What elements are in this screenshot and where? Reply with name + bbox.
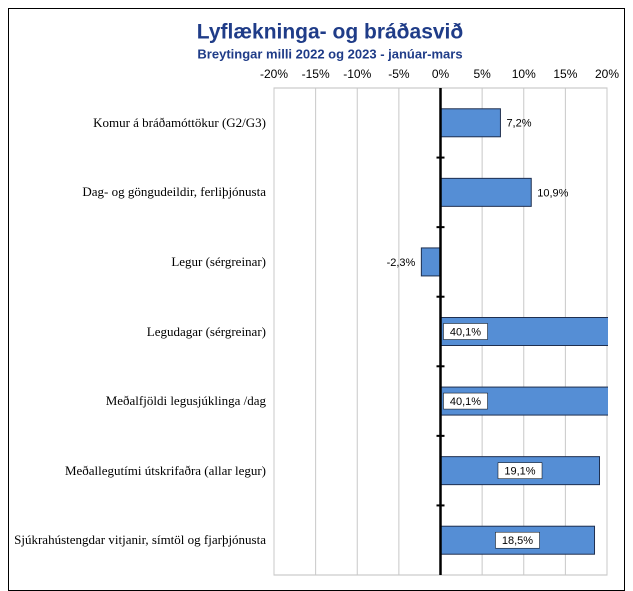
- x-tick-label: 20%: [595, 67, 619, 81]
- category-label: Komur á bráðamóttökur (G2/G3): [93, 114, 266, 130]
- value-label-box: [443, 323, 488, 340]
- category-label-box: Meðalfjöldi legusjúklinga /dag: [105, 393, 266, 409]
- value-label: 18,5%: [502, 535, 533, 547]
- x-tick-label: -10%: [343, 67, 371, 81]
- value-label-box: [495, 531, 540, 549]
- value-label: 10,9%: [537, 187, 568, 199]
- bar: [420, 247, 442, 277]
- category-label: Meðalfjöldi legusjúklinga /dag: [105, 393, 266, 409]
- value-label-box: [497, 462, 543, 479]
- value-label: 19,1%: [504, 466, 535, 478]
- category-label: Legur (sérgreinar): [171, 253, 266, 269]
- category-label-box: Legur (sérgreinar): [171, 253, 266, 269]
- bar: [440, 108, 501, 138]
- x-tick-label: 5%: [473, 67, 491, 81]
- x-tick-label: -5%: [388, 67, 410, 81]
- chart-subtitle: Breytingar milli 2022 og 2023 - janúar-m…: [197, 46, 462, 61]
- value-label: 40,1%: [450, 326, 481, 338]
- category-label: Meðallegutími útskrifaðra (allar legur): [64, 462, 266, 478]
- category-label: Dag- og göngudeildir, ferliþjónusta: [82, 184, 266, 200]
- category-label-box: Komur á bráðamóttökur (G2/G3): [93, 114, 266, 130]
- category-label: Legudagar (sérgreinar): [146, 323, 266, 339]
- x-tick-label: 15%: [553, 67, 577, 81]
- x-tick-label: 10%: [512, 67, 536, 81]
- category-label: Sjúkrahústengdar vitjanir, símtöl og fja…: [14, 532, 266, 548]
- chart-title: Lyflækninga- og bráðasvið: [197, 21, 463, 44]
- category-label-box: Sjúkrahústengdar vitjanir, símtöl og fja…: [14, 532, 266, 548]
- x-tick-label: -15%: [302, 67, 330, 81]
- bar: [440, 177, 532, 207]
- value-label: 40,1%: [450, 396, 481, 408]
- value-label: -2,3%: [387, 257, 416, 269]
- value-label: 7,2%: [506, 118, 531, 130]
- category-label-box: Dag- og göngudeildir, ferliþjónusta: [82, 184, 266, 200]
- value-label-box: [443, 392, 488, 410]
- x-tick-label: 0%: [432, 67, 450, 81]
- category-label-box: Meðallegutími útskrifaðra (allar legur): [64, 462, 266, 478]
- category-label-box: Legudagar (sérgreinar): [146, 323, 266, 339]
- x-tick-label: -20%: [260, 67, 288, 81]
